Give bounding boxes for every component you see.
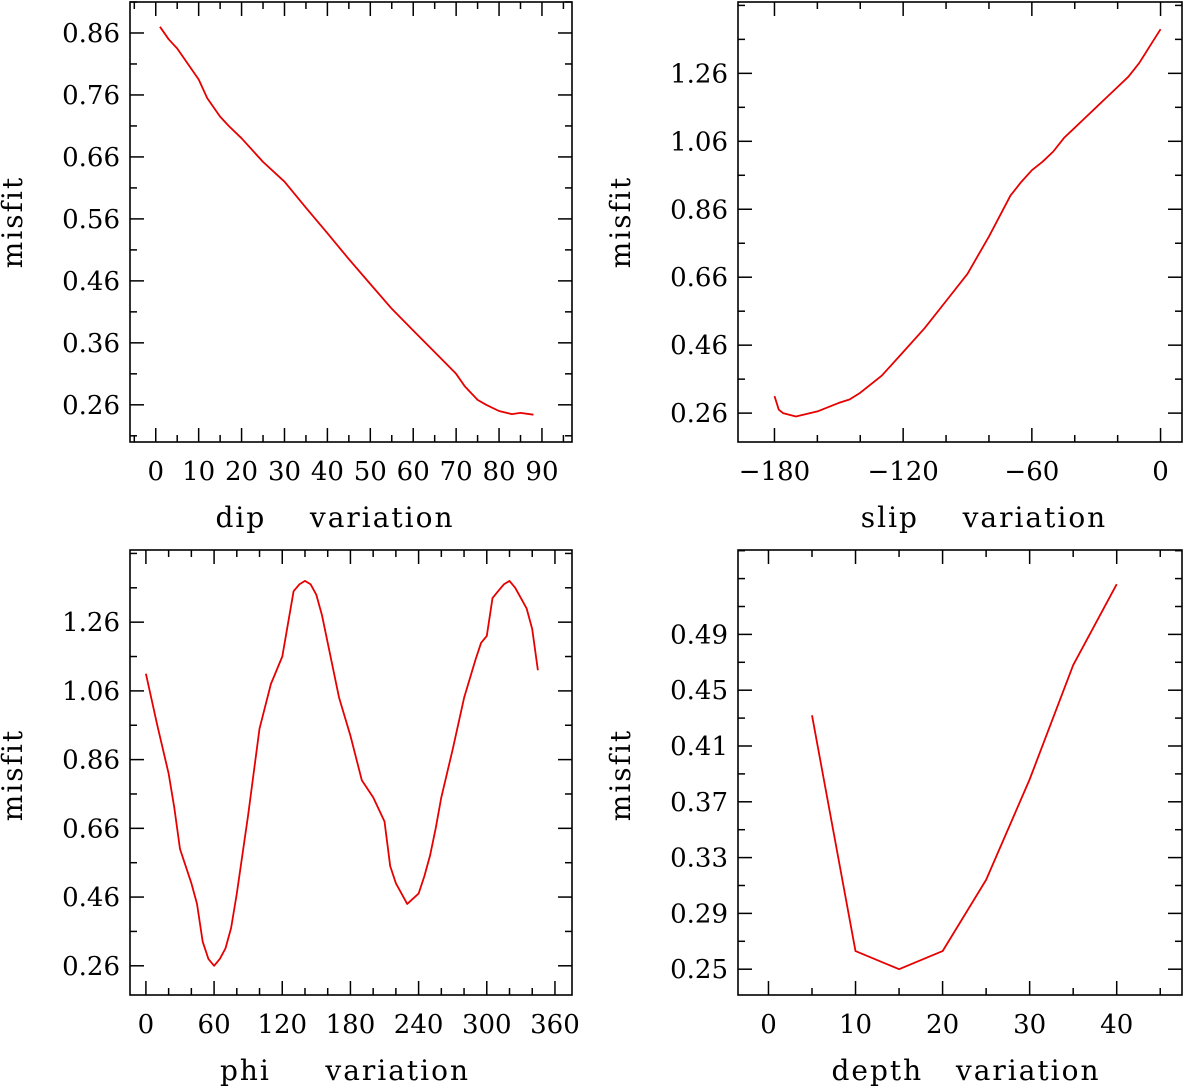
depth-y-tick-label: 0.37 [670, 788, 728, 818]
dip-x-tick-label: 80 [483, 457, 516, 487]
depth-y-axis-label: misfit [604, 729, 637, 821]
slip-y-tick-label: 0.46 [670, 331, 728, 361]
dip-y-tick-label: 0.66 [62, 143, 120, 173]
slip-y-axis-label: misfit [604, 176, 637, 268]
dip-y-tick-label: 0.86 [62, 19, 120, 49]
dip-x-tick-label: 10 [182, 457, 215, 487]
dip-x-tick-label: 70 [440, 457, 473, 487]
depth-series-line [811, 583, 1118, 971]
slip-x-tick-label: 0 [1152, 457, 1169, 487]
dip-y-tick-label: 0.76 [62, 81, 120, 111]
slip-x-tick-label: −60 [1004, 457, 1059, 487]
dip-x-tick-label: 20 [225, 457, 258, 487]
dip-x-tick-label: 0 [147, 457, 164, 487]
slip-x-tick-label: −180 [739, 457, 810, 487]
slip-y-tick-label: 1.06 [670, 127, 728, 157]
phi-y-tick-label: 0.26 [62, 952, 120, 982]
dip-x-tick-label: 90 [525, 457, 558, 487]
slip-y-tick-label: 0.66 [670, 263, 728, 293]
dip-x-tick-label: 30 [268, 457, 301, 487]
depth-x-tick-label: 40 [1100, 1010, 1133, 1040]
depth-y-tick-label: 0.29 [670, 899, 728, 929]
phi-y-tick-label: 1.26 [62, 608, 120, 638]
dip-y-axis-label: misfit [0, 176, 29, 268]
dip-x-tick-label: 60 [397, 457, 430, 487]
phi-y-tick-label: 1.06 [62, 677, 120, 707]
depth-y-tick-label: 0.33 [670, 844, 728, 874]
panel-phi: 0 60 120 180 240 300 360 0.26 0.46 0.66 0.86 1.06 1.… [0, 549, 580, 1086]
slip-plot-frame [737, 1, 1183, 443]
slip-series-line [773, 28, 1162, 418]
phi-series-line [145, 580, 539, 967]
depth-x-tick-label: 20 [926, 1010, 959, 1040]
dip-series-line [159, 26, 534, 416]
depth-y-tick-label: 0.41 [670, 732, 728, 762]
dip-x-tick-label: 40 [311, 457, 344, 487]
depth-plot-frame [737, 549, 1183, 996]
panel-dip: 0 10 20 30 40 50 60 70 80 90 0.26 0.36 0.46 0.56 0.66 0… [0, 1, 573, 534]
dip-x-axis-label: dip variation [215, 501, 454, 534]
dip-y-tick-label: 0.26 [62, 391, 120, 421]
phi-x-tick-label: 300 [462, 1010, 512, 1040]
dip-plot-frame [129, 1, 573, 443]
phi-plot-frame [129, 549, 573, 996]
slip-y-tick-label: 0.86 [670, 195, 728, 225]
slip-y-tick-label: 1.26 [670, 59, 728, 89]
slip-x-axis-label: slip variation [861, 501, 1107, 534]
depth-y-tick-label: 0.49 [670, 620, 728, 650]
dip-y-tick-label: 0.56 [62, 205, 120, 235]
depth-y-tick-label: 0.45 [670, 676, 728, 706]
dip-y-tick-label: 0.36 [62, 329, 120, 359]
panel-depth: 0 10 20 30 40 0.25 0.29 0.33 0.37 0.41 0.45 0.49 dep… [604, 549, 1183, 1086]
phi-x-axis-label: phi variation [220, 1054, 470, 1086]
depth-x-axis-label: depth variation [831, 1054, 1100, 1086]
depth-x-tick-label: 10 [839, 1010, 872, 1040]
depth-x-tick-label: 30 [1013, 1010, 1046, 1040]
phi-x-tick-label: 0 [138, 1010, 155, 1040]
phi-x-tick-label: 60 [198, 1010, 231, 1040]
phi-x-tick-label: 240 [394, 1010, 444, 1040]
dip-x-tick-label: 50 [354, 457, 387, 487]
panel-slip: −180 −120 −60 0 0.26 0.46 0.66 0.86 1.06 1.26 slip… [604, 1, 1183, 534]
phi-y-tick-label: 0.66 [62, 814, 120, 844]
slip-x-tick-label: −120 [867, 457, 938, 487]
phi-x-tick-label: 120 [257, 1010, 307, 1040]
slip-y-tick-label: 0.26 [670, 399, 728, 429]
phi-y-tick-label: 0.46 [62, 883, 120, 913]
phi-y-tick-label: 0.86 [62, 746, 120, 776]
dip-y-tick-label: 0.46 [62, 267, 120, 297]
phi-x-tick-label: 360 [530, 1010, 580, 1040]
depth-x-tick-label: 0 [760, 1010, 777, 1040]
phi-x-tick-label: 180 [326, 1010, 376, 1040]
depth-y-tick-label: 0.25 [670, 955, 728, 985]
phi-y-axis-label: misfit [0, 729, 29, 821]
